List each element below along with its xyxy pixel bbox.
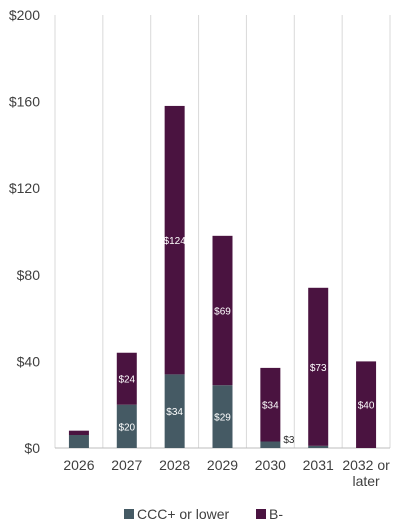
legend-label: B- — [269, 506, 283, 522]
legend-swatch — [256, 509, 266, 519]
x-tick-label: 2028 — [159, 457, 190, 473]
bar-segment-b-minus — [68, 430, 89, 436]
bar-area: $20 $24 $34 $124 $29 $69 $3 $34 $73 $40 — [68, 105, 377, 448]
bar-data-label: $73 — [310, 363, 327, 374]
bar-segment-b-minus — [260, 367, 281, 442]
bar-data-label: $29 — [214, 413, 231, 424]
legend-label: CCC+ or lower — [137, 506, 230, 522]
bar-segment-ccc — [116, 404, 137, 448]
y-tick-label: $40 — [17, 353, 41, 369]
bar-segment-b-minus — [308, 287, 329, 446]
bar-segment-b-minus — [116, 352, 137, 405]
bar-segment-ccc — [260, 441, 281, 448]
bar-data-label: $69 — [214, 307, 231, 318]
y-tick-label: $160 — [9, 94, 40, 110]
y-tick-label: $200 — [9, 7, 40, 23]
x-tick-label: 2026 — [63, 457, 94, 473]
legend-swatch — [124, 509, 134, 519]
bar-segment-ccc — [308, 445, 329, 448]
legend: CCC+ or lower B- — [124, 506, 283, 522]
bar-segment-b-minus — [356, 361, 377, 448]
bar-data-label: $24 — [118, 375, 135, 386]
bar-segment-ccc — [212, 385, 233, 448]
y-tick-label: $0 — [24, 440, 40, 456]
x-axis-ticks: 2026 2027 2028 2029 2030 2031 2032 or later — [63, 457, 390, 489]
bar-data-label: $20 — [118, 422, 135, 433]
bar-data-label: $40 — [358, 401, 375, 412]
y-tick-label: $120 — [9, 180, 40, 196]
bar-segment-ccc — [164, 374, 185, 448]
y-tick-label: $80 — [17, 267, 41, 283]
bar-segment-ccc — [68, 435, 89, 448]
x-tick-label: 2030 — [255, 457, 286, 473]
bar-data-label: $34 — [262, 401, 279, 412]
bar-data-label: $124 — [164, 236, 187, 247]
bar-segment-b-minus — [212, 235, 233, 386]
x-tick-label: 2031 — [303, 457, 334, 473]
x-tick-label: 2029 — [207, 457, 238, 473]
bar-data-label: $34 — [166, 407, 183, 418]
x-tick-label: 2027 — [111, 457, 142, 473]
bar-data-label: $3 — [283, 435, 295, 446]
bar-segment-b-minus — [164, 105, 185, 375]
y-axis-ticks: $0 $40 $80 $120 $160 $200 — [9, 7, 40, 456]
x-tick-label: 2032 or later — [342, 457, 390, 489]
